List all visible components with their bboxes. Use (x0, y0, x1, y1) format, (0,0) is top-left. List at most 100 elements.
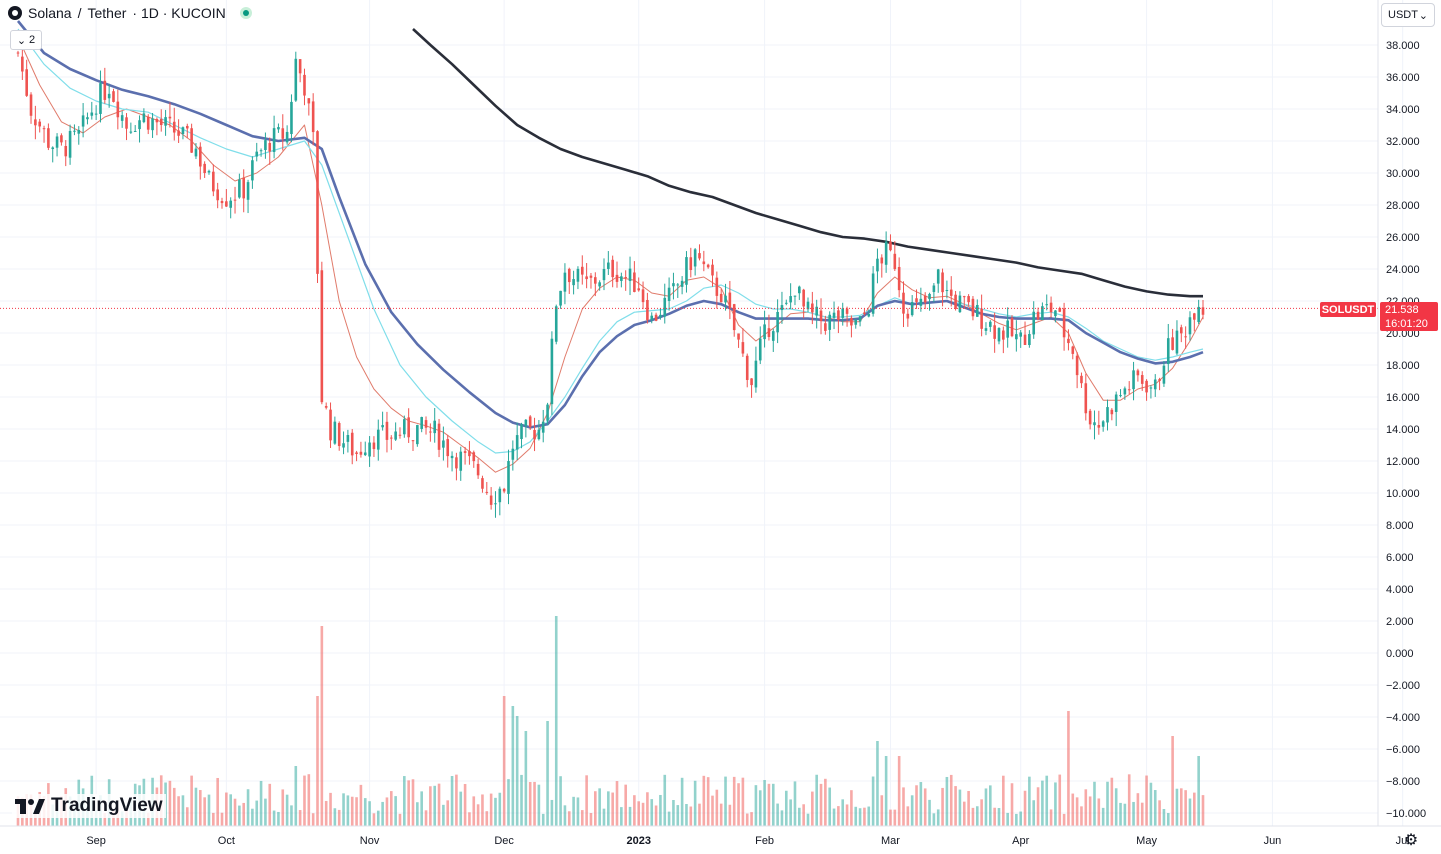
candle-body (372, 442, 376, 450)
volume-bar (185, 807, 189, 826)
volume-bar (533, 781, 536, 826)
candle-body (672, 283, 675, 287)
candle-body (1193, 313, 1196, 320)
chevron-down-icon: ⌄ (1418, 9, 1428, 22)
volume-bar (229, 794, 232, 826)
candle-body (754, 360, 758, 388)
candle-body (212, 171, 215, 192)
candle-body (38, 121, 42, 127)
volume-bar (416, 802, 419, 826)
candle-body (268, 142, 272, 152)
candle-body (142, 113, 146, 123)
volume-bar (667, 811, 671, 826)
volume-bar (1132, 801, 1135, 826)
candle-body (216, 189, 219, 201)
volume-bar (741, 777, 745, 826)
volume-bar (398, 813, 402, 826)
settings-gear-icon[interactable]: ⚙ (1403, 832, 1419, 849)
candle-body (350, 432, 354, 456)
volume-bar (420, 791, 423, 826)
moving-average-line (17, 36, 1204, 473)
chart-grid (0, 0, 1404, 826)
candle-body (455, 457, 458, 469)
volume-bar (381, 801, 384, 826)
volume-bar (572, 796, 575, 826)
volume-bar (824, 778, 827, 826)
candle-body (576, 268, 580, 282)
volume-bar (559, 776, 562, 826)
candle-body (190, 128, 193, 153)
volume-bar (1045, 775, 1049, 826)
volume-bar (1149, 782, 1153, 826)
candle-body (138, 120, 141, 130)
price-axis-label: 34.000 (1386, 104, 1420, 116)
price-axis-label: 4.000 (1386, 584, 1414, 596)
candle-body (311, 101, 315, 133)
candle-body (706, 264, 710, 268)
candle-body (1149, 387, 1153, 389)
time-axis-label: Apr (1012, 835, 1029, 847)
candle-body (203, 163, 206, 174)
volume-bar (242, 802, 246, 826)
candle-body (450, 455, 454, 459)
time-axis-label: Oct (218, 835, 235, 847)
candle-body (863, 312, 866, 315)
candle-body (502, 488, 506, 492)
candle-body (185, 125, 189, 129)
candle-body (394, 431, 397, 440)
candle-body (776, 311, 779, 333)
interval-exchange: · 1D · KUCOIN (132, 5, 226, 21)
time-axis-label: Jun (1264, 835, 1282, 847)
volume-bar (411, 779, 415, 826)
volume-bar (372, 813, 376, 826)
price-axis[interactable]: 38.000 36.000 34.000 32.000 30.000 28.000 26.0… (1377, 0, 1426, 826)
volume-bar (945, 776, 949, 826)
candle-body (346, 434, 350, 442)
symbol-header[interactable]: Solana / Tether · 1D · KUCOIN (8, 5, 252, 21)
candle-body (42, 128, 46, 130)
candle-body (1171, 337, 1174, 350)
candle-body (784, 302, 788, 304)
volume-bar (980, 799, 983, 826)
volume-bar (663, 774, 667, 826)
time-axis[interactable]: SepOctNovDec2023FebMarAprMayJunJulAug (0, 825, 1441, 847)
candle-body (385, 421, 389, 440)
candle-body (251, 160, 254, 181)
volume-bar (754, 785, 758, 826)
candle-body (359, 451, 363, 455)
candle-body (107, 93, 111, 99)
candle-body (463, 451, 467, 453)
volume-bar (1049, 809, 1053, 826)
indicators-collapse-button[interactable]: ⌄ 2 (10, 30, 42, 50)
candle-body (528, 416, 532, 427)
candle-body (802, 289, 805, 307)
candle-body (854, 319, 858, 325)
volume-bar (971, 807, 975, 826)
tradingview-logo[interactable]: TradingView (12, 794, 166, 818)
candle-body (893, 253, 897, 270)
volume-bar (199, 790, 202, 826)
candle-body (741, 342, 745, 354)
price-axis-label: −10.000 (1386, 808, 1426, 820)
currency-select[interactable]: USDT ⌄ (1381, 3, 1435, 27)
volume-bar (94, 810, 98, 826)
candle-body (507, 461, 510, 494)
candle-body (850, 317, 853, 326)
volume-bar (841, 799, 845, 826)
volume-bar (429, 786, 432, 826)
candle-body (732, 304, 736, 331)
volume-bar (333, 808, 337, 826)
volume-bar (120, 811, 124, 826)
volume-bar (624, 784, 627, 826)
candle-body (1097, 425, 1101, 428)
candle-body (1123, 388, 1127, 395)
symbol-name[interactable]: Solana (28, 5, 72, 21)
volume-bar (468, 812, 471, 826)
candle-body (133, 131, 137, 133)
volume-bar (285, 794, 289, 826)
candle-body (559, 290, 562, 306)
volume-bar (837, 806, 840, 826)
volume-bar (459, 791, 463, 826)
candle-body (841, 308, 845, 318)
